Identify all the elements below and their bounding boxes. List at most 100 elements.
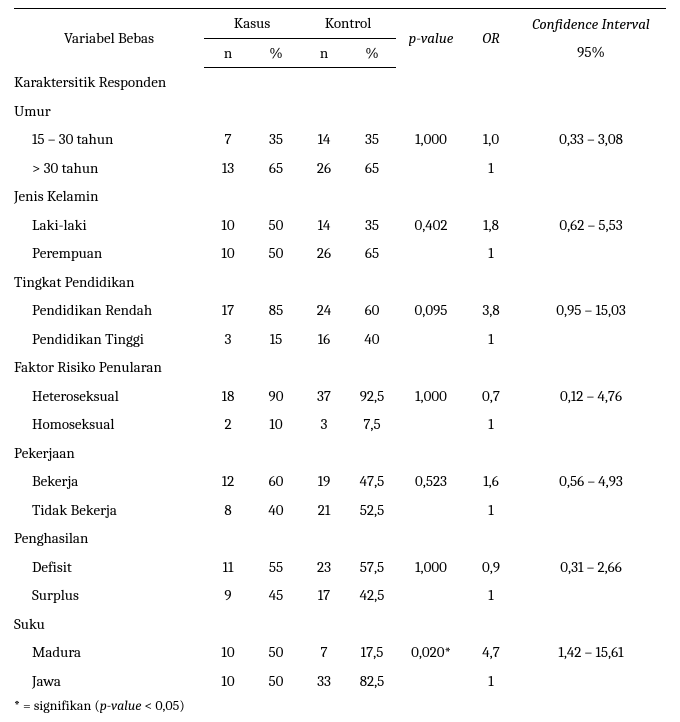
cell-p-value <box>396 581 466 610</box>
cell-label: Heteroseksual <box>14 382 204 411</box>
table-row: Surplus9451742,51 <box>14 581 666 610</box>
cell-or: 0,7 <box>466 382 516 411</box>
results-table-page: Variabel Bebas Kasus Kontrol p-value OR … <box>0 0 680 722</box>
cell-or: 1 <box>466 581 516 610</box>
cell-kasus-n: 13 <box>204 154 252 183</box>
cell-kasus-pct: 50 <box>252 667 300 696</box>
cell-p-value: 0,095 <box>396 296 466 325</box>
section-title: Pekerjaan <box>14 439 666 468</box>
cell-kasus-pct: 50 <box>252 638 300 667</box>
cell-kasus-pct: 55 <box>252 553 300 582</box>
cell-kasus-n: 7 <box>204 125 252 154</box>
cell-label: Perempuan <box>14 239 204 268</box>
cell-kontrol-pct: 35 <box>348 211 396 240</box>
cell-ci: 1,42 – 15,61 <box>516 638 666 667</box>
footnote-suffix: < 0,05) <box>141 697 184 714</box>
cell-ci <box>516 239 666 268</box>
cell-label: Bekerja <box>14 467 204 496</box>
cell-kontrol-n: 17 <box>300 581 348 610</box>
col-variabel-bebas: Variabel Bebas <box>14 9 204 68</box>
cell-kasus-n: 10 <box>204 211 252 240</box>
col-p-value: p-value <box>396 9 466 68</box>
cell-or: 1 <box>466 154 516 183</box>
cell-ci: 0,62 – 5,53 <box>516 211 666 240</box>
col-or: OR <box>466 9 516 68</box>
cell-or: 0,9 <box>466 553 516 582</box>
cell-p-value <box>396 496 466 525</box>
cell-kontrol-n: 26 <box>300 154 348 183</box>
cell-kasus-pct: 35 <box>252 125 300 154</box>
cell-or: 1 <box>466 667 516 696</box>
cell-p-value <box>396 410 466 439</box>
cell-kontrol-pct: 47,5 <box>348 467 396 496</box>
table-row: Jawa10503382,51 <box>14 667 666 696</box>
section-row: Faktor Risiko Penularan <box>14 353 666 382</box>
cell-label: Madura <box>14 638 204 667</box>
cell-p-value <box>396 154 466 183</box>
cell-kasus-pct: 15 <box>252 325 300 354</box>
table-row: > 30 tahun136526651 <box>14 154 666 183</box>
cell-kasus-n: 17 <box>204 296 252 325</box>
col-group-kasus: Kasus <box>204 9 300 39</box>
cell-kontrol-n: 26 <box>300 239 348 268</box>
cell-or: 1,8 <box>466 211 516 240</box>
col-ci: Confidence Interval 95% <box>516 9 666 68</box>
cell-kasus-n: 11 <box>204 553 252 582</box>
section-title: Penghasilan <box>14 524 666 553</box>
cell-kasus-n: 8 <box>204 496 252 525</box>
cell-p-value: 0,402 <box>396 211 466 240</box>
cell-ci <box>516 496 666 525</box>
section-row: Pekerjaan <box>14 439 666 468</box>
section-title: Karaktersitik Responden <box>14 68 666 97</box>
cell-ci <box>516 667 666 696</box>
cell-kontrol-n: 37 <box>300 382 348 411</box>
cell-kasus-pct: 10 <box>252 410 300 439</box>
results-table: Variabel Bebas Kasus Kontrol p-value OR … <box>14 8 666 695</box>
cell-kontrol-pct: 65 <box>348 239 396 268</box>
cell-kontrol-n: 3 <box>300 410 348 439</box>
footnote-prefix: * = signifikan ( <box>14 697 100 714</box>
table-row: Pendidikan Rendah178524600,0953,80,95 – … <box>14 296 666 325</box>
table-row: Homoseksual21037,51 <box>14 410 666 439</box>
cell-or: 3,8 <box>466 296 516 325</box>
cell-kasus-n: 2 <box>204 410 252 439</box>
cell-kontrol-pct: 60 <box>348 296 396 325</box>
cell-kontrol-n: 19 <box>300 467 348 496</box>
section-row: Tingkat Pendidikan <box>14 268 666 297</box>
section-title: Umur <box>14 97 666 126</box>
cell-p-value <box>396 667 466 696</box>
cell-kasus-n: 10 <box>204 239 252 268</box>
cell-kontrol-n: 14 <box>300 211 348 240</box>
cell-kontrol-n: 33 <box>300 667 348 696</box>
col-kasus-n: n <box>204 38 252 68</box>
cell-label: Tidak Bekerja <box>14 496 204 525</box>
cell-kasus-n: 3 <box>204 325 252 354</box>
cell-ci: 0,33 – 3,08 <box>516 125 666 154</box>
cell-kasus-pct: 90 <box>252 382 300 411</box>
cell-kasus-n: 10 <box>204 638 252 667</box>
section-title: Suku <box>14 610 666 639</box>
cell-kontrol-pct: 92,5 <box>348 382 396 411</box>
table-header: Variabel Bebas Kasus Kontrol p-value OR … <box>14 9 666 68</box>
table-row: Laki-laki105014350,4021,80,62 – 5,53 <box>14 211 666 240</box>
cell-kontrol-pct: 65 <box>348 154 396 183</box>
cell-kontrol-pct: 82,5 <box>348 667 396 696</box>
section-row: Umur <box>14 97 666 126</box>
col-ci-line1: Confidence Interval <box>532 15 650 33</box>
cell-kontrol-pct: 42,5 <box>348 581 396 610</box>
cell-p-value: 1,000 <box>396 382 466 411</box>
cell-label: Defisit <box>14 553 204 582</box>
cell-kasus-n: 18 <box>204 382 252 411</box>
cell-ci <box>516 581 666 610</box>
cell-ci: 0,12 – 4,76 <box>516 382 666 411</box>
cell-kontrol-n: 14 <box>300 125 348 154</box>
cell-ci <box>516 154 666 183</box>
cell-label: Jawa <box>14 667 204 696</box>
section-title: Tingkat Pendidikan <box>14 268 666 297</box>
cell-kasus-pct: 85 <box>252 296 300 325</box>
table-body: Karaktersitik RespondenUmur15 – 30 tahun… <box>14 68 666 696</box>
cell-label: Laki-laki <box>14 211 204 240</box>
section-title: Faktor Risiko Penularan <box>14 353 666 382</box>
cell-kasus-pct: 40 <box>252 496 300 525</box>
cell-ci: 0,95 – 15,03 <box>516 296 666 325</box>
